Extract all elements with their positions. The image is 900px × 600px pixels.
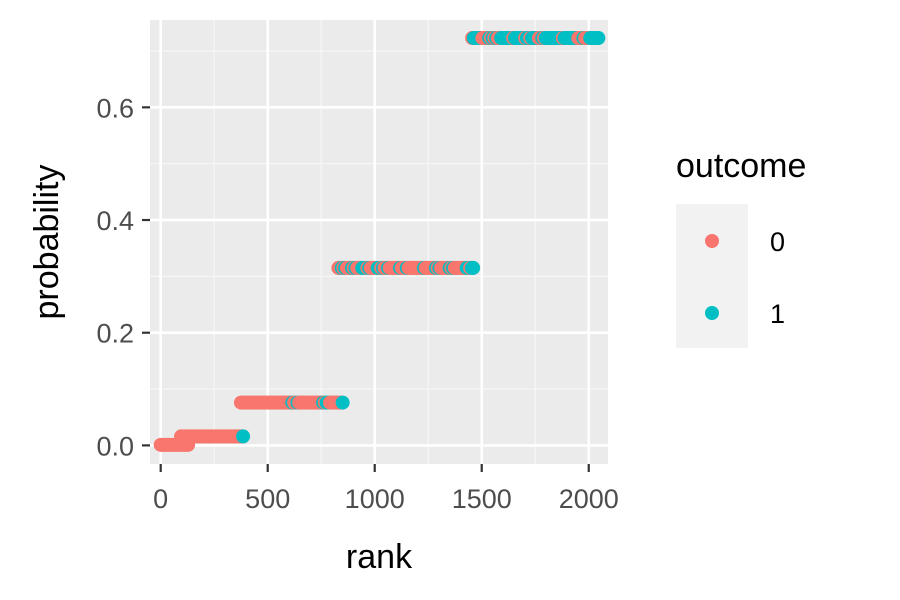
point-outcome-1	[335, 395, 350, 410]
x-tick-label: 2000	[559, 484, 619, 514]
point-outcome-1	[591, 31, 606, 46]
point-outcome-1	[466, 260, 481, 275]
x-tick-label: 500	[245, 484, 290, 514]
major-gridlines	[150, 20, 608, 464]
panel-background	[150, 20, 608, 464]
x-tick-label: 1500	[452, 484, 512, 514]
y-tick-label: 0.4	[96, 206, 134, 236]
legend-label-1: 1	[770, 299, 785, 329]
legend-label-0: 0	[770, 227, 785, 257]
y-tick-label: 0.0	[96, 431, 134, 461]
y-axis: 0.0 0.2 0.4 0.6	[96, 93, 150, 461]
point-outcome-1	[236, 429, 251, 444]
x-tick-label: 1000	[345, 484, 405, 514]
legend-key-1	[705, 306, 719, 320]
legend-key-background	[676, 204, 748, 348]
x-axis: 0 500 1000 1500 2000	[153, 464, 619, 514]
legend: outcome 0 1	[676, 147, 806, 348]
legend-title: outcome	[676, 147, 806, 185]
x-tick-label: 0	[153, 484, 168, 514]
minor-gridlines	[150, 20, 608, 464]
y-axis-title: probability	[28, 165, 66, 320]
y-tick-label: 0.2	[96, 319, 134, 349]
y-tick-label: 0.6	[96, 93, 134, 123]
legend-key-0	[705, 234, 719, 248]
x-axis-title: rank	[346, 538, 413, 576]
data-points	[153, 31, 606, 452]
